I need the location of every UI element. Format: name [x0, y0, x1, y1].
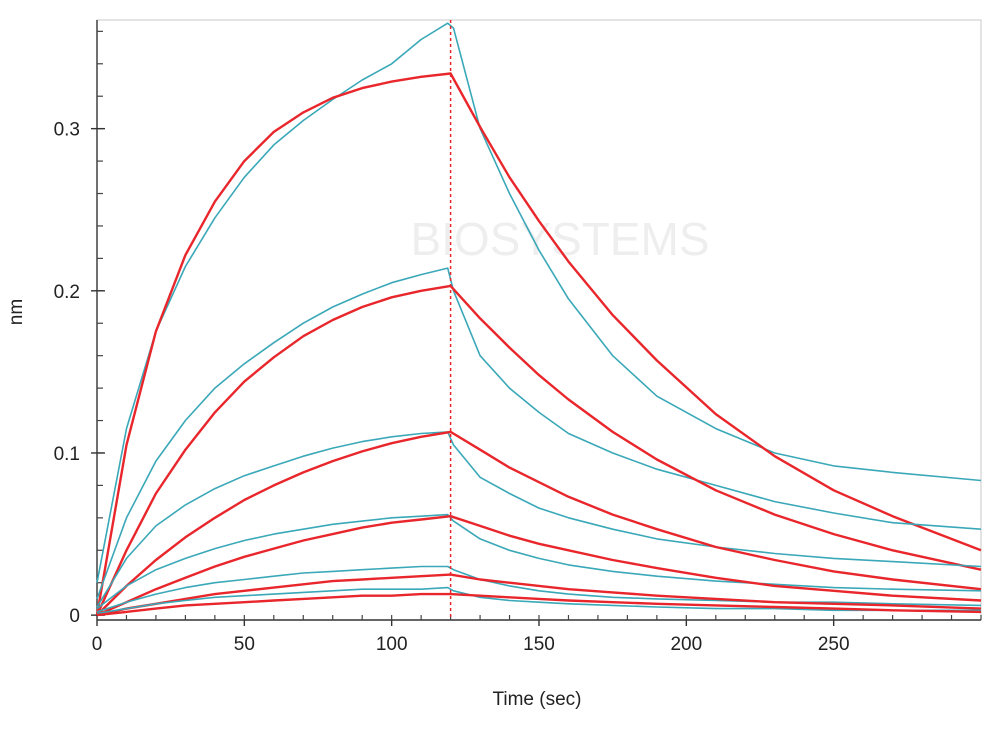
watermark: BIOSYSTEMS: [410, 213, 709, 265]
measured-curve-8: [96, 565, 982, 613]
fit-curve-7: [96, 515, 982, 617]
fit-curve-9: [96, 573, 982, 617]
measured-curve-10: [96, 586, 981, 615]
fit-curve-3: [95, 284, 982, 616]
fit-curve-1: [95, 72, 982, 616]
y-minor-ticks: [97, 30, 103, 616]
y-tick-label: 0.3: [54, 120, 80, 141]
fit-curve-5: [96, 430, 982, 616]
y-tick-label: 0.1: [54, 444, 80, 465]
measured-curve-6: [96, 513, 982, 610]
measured-curve-0: [96, 22, 982, 583]
x-ticks: 0 50 100 150 200 250: [92, 620, 850, 655]
x-tick-label: 250: [818, 634, 850, 655]
x-tick-label: 100: [376, 634, 408, 655]
x-minor-ticks: [96, 615, 982, 620]
y-tick-label: 0: [69, 606, 80, 627]
x-tick-label: 50: [234, 634, 255, 655]
x-tick-label: 150: [523, 634, 555, 655]
x-axis-title: Time (sec): [492, 689, 581, 710]
y-axis-title: nm: [6, 299, 27, 325]
y-ticks: 0 0.1 0.2 0.3: [54, 120, 105, 627]
y-tick-label: 0.2: [54, 282, 80, 303]
watermark-text: BIOSYSTEMS: [410, 213, 709, 265]
x-tick-label: 200: [670, 634, 702, 655]
fit-curve-11: [96, 592, 982, 617]
series-layer: [95, 22, 982, 617]
measured-curve-2: [96, 267, 982, 600]
x-tick-label: 0: [92, 634, 103, 655]
plot-area: [96, 19, 982, 621]
